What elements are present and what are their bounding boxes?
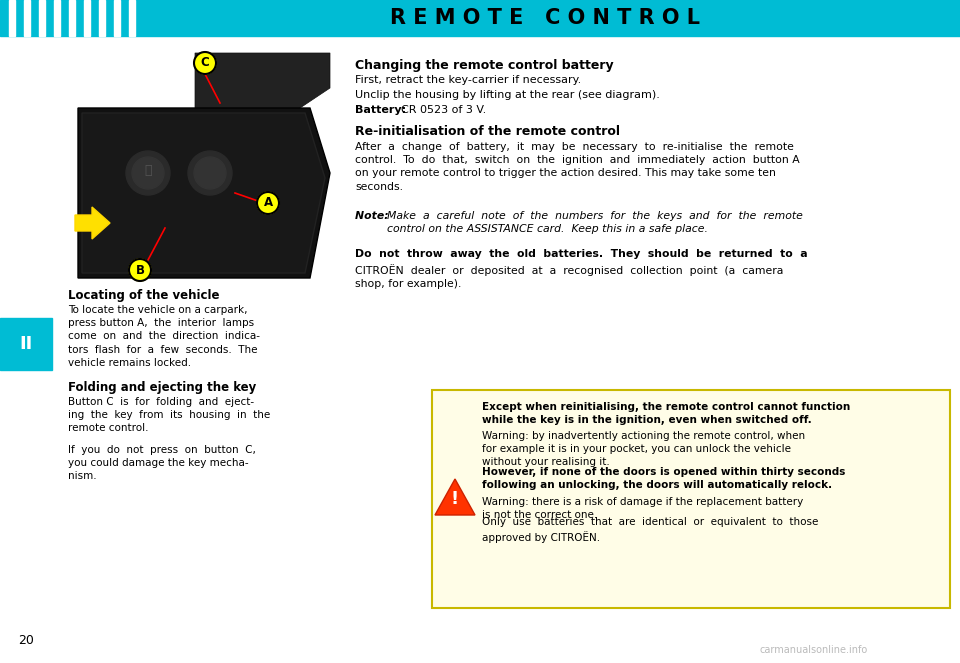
Text: To locate the vehicle on a carpark,
press button A,  the  interior  lamps
come  : To locate the vehicle on a carpark, pres…: [68, 305, 260, 368]
Text: 20: 20: [18, 634, 34, 647]
Bar: [69, 0, 75, 36]
Polygon shape: [82, 113, 325, 273]
Text: A: A: [263, 196, 273, 210]
Bar: [129, 0, 135, 36]
Text: carmanualsonline.info: carmanualsonline.info: [760, 645, 868, 655]
Bar: [130, 0, 960, 36]
Text: R E M O T E   C O N T R O L: R E M O T E C O N T R O L: [390, 8, 700, 28]
Bar: [54, 0, 60, 36]
Polygon shape: [75, 207, 110, 239]
Bar: [9, 0, 15, 36]
Bar: [84, 0, 90, 36]
Text: II: II: [19, 335, 33, 353]
Text: B: B: [135, 263, 145, 276]
Bar: [0, 318, 52, 370]
Circle shape: [257, 192, 279, 214]
Bar: [24, 0, 30, 36]
Text: Re-initialisation of the remote control: Re-initialisation of the remote control: [355, 125, 620, 138]
Text: Folding and ejecting the key: Folding and ejecting the key: [68, 381, 256, 394]
Text: Except when reinitialising, the remote control cannot function
while the key is : Except when reinitialising, the remote c…: [482, 402, 851, 425]
Polygon shape: [195, 53, 330, 153]
Text: Warning: by inadvertently actioning the remote control, when
for example it is i: Warning: by inadvertently actioning the …: [482, 431, 805, 467]
Polygon shape: [435, 479, 475, 515]
Bar: [0, 0, 130, 36]
Text: Changing the remote control battery: Changing the remote control battery: [355, 59, 613, 72]
Text: Make  a  careful  note  of  the  numbers  for  the  keys  and  for  the  remote
: Make a careful note of the numbers for t…: [387, 211, 803, 234]
FancyBboxPatch shape: [432, 390, 950, 608]
Text: First, retract the key-carrier if necessary.: First, retract the key-carrier if necess…: [355, 75, 581, 85]
Bar: [39, 0, 45, 36]
Text: Do  not  throw  away  the  old  batteries.  They  should  be  returned  to  a: Do not throw away the old batteries. The…: [355, 249, 807, 259]
Circle shape: [129, 259, 151, 281]
Circle shape: [194, 52, 216, 74]
Text: Warning: there is a risk of damage if the replacement battery
is not the correct: Warning: there is a risk of damage if th…: [482, 497, 804, 520]
Text: If  you  do  not  press  on  button  C,
you could damage the key mecha-
nism.: If you do not press on button C, you cou…: [68, 445, 256, 481]
Text: ⚿: ⚿: [144, 164, 152, 178]
Text: Unclip the housing by lifting at the rear (see diagram).: Unclip the housing by lifting at the rea…: [355, 90, 660, 100]
Text: Note:: Note:: [355, 211, 393, 221]
Circle shape: [126, 151, 170, 195]
Text: Battery:: Battery:: [355, 105, 410, 115]
Polygon shape: [78, 108, 330, 278]
Text: CR 0523 of 3 V.: CR 0523 of 3 V.: [401, 105, 487, 115]
Text: C: C: [201, 56, 209, 70]
Bar: [99, 0, 105, 36]
Text: CITROËN  dealer  or  deposited  at  a  recognised  collection  point  (a  camera: CITROËN dealer or deposited at a recogni…: [355, 264, 783, 289]
Text: !: !: [451, 490, 459, 508]
Text: Locating of the vehicle: Locating of the vehicle: [68, 289, 220, 302]
Circle shape: [194, 157, 226, 189]
Circle shape: [132, 157, 164, 189]
Bar: [114, 0, 120, 36]
Circle shape: [188, 151, 232, 195]
Text: However, if none of the doors is opened within thirty seconds
following an unloc: However, if none of the doors is opened …: [482, 467, 846, 490]
Text: After  a  change  of  battery,  it  may  be  necessary  to  re-initialise  the  : After a change of battery, it may be nec…: [355, 142, 800, 192]
Text: Only  use  batteries  that  are  identical  or  equivalent  to  those
approved b: Only use batteries that are identical or…: [482, 517, 818, 543]
Text: Button C  is  for  folding  and  eject-
ing  the  key  from  its  housing  in  t: Button C is for folding and eject- ing t…: [68, 397, 271, 434]
